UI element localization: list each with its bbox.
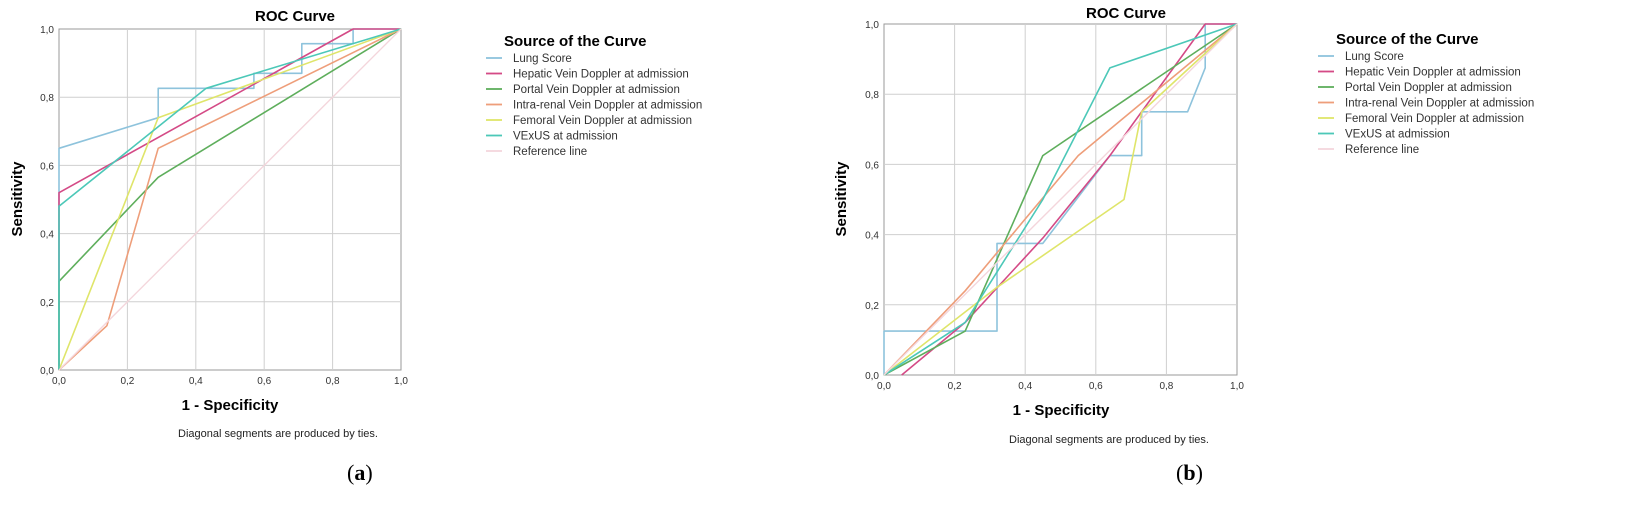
series-line-reference-line bbox=[883, 23, 1238, 376]
series-line-reference-line bbox=[58, 28, 402, 371]
series-line-vexus-at-admission bbox=[58, 28, 402, 370]
legend-item: Reference line bbox=[513, 146, 587, 158]
x-tick-label: 0,4 bbox=[189, 376, 203, 387]
y-tick-label: 0,2 bbox=[40, 298, 54, 309]
legend-item: Lung Score bbox=[1345, 51, 1404, 63]
x-tick-label: 1,0 bbox=[1230, 381, 1244, 392]
y-axis-label: Sensitivity bbox=[833, 161, 850, 237]
legend-item: Reference line bbox=[1345, 144, 1419, 156]
x-tick-label: 0,2 bbox=[948, 381, 962, 392]
y-tick-label: 0,0 bbox=[865, 371, 879, 382]
legend-item: Femoral Vein Doppler at admission bbox=[1345, 113, 1524, 125]
legend-item: Hepatic Vein Doppler at admission bbox=[513, 69, 689, 81]
footnote: Diagonal segments are produced by ties. bbox=[178, 428, 378, 440]
legend-item: Portal Vein Doppler at admission bbox=[513, 84, 680, 96]
y-tick-label: 0,8 bbox=[865, 90, 879, 101]
series-line-femoral-vein-doppler-at-admission bbox=[883, 23, 1238, 376]
legend-item: VExUS at admission bbox=[513, 131, 618, 143]
caption-b: (b) bbox=[1176, 460, 1203, 485]
series-line-hepatic-vein-doppler-at-admission bbox=[901, 23, 1237, 376]
legend-item: Intra-renal Vein Doppler at admission bbox=[513, 100, 702, 112]
footnote: Diagonal segments are produced by ties. bbox=[1009, 434, 1209, 446]
chart-title: ROC Curve bbox=[1086, 5, 1166, 22]
x-tick-label: 0,0 bbox=[52, 376, 66, 387]
y-tick-label: 0,4 bbox=[40, 230, 54, 241]
x-tick-label: 0,8 bbox=[1159, 381, 1173, 392]
y-tick-label: 0,0 bbox=[40, 366, 54, 377]
series-line-lung-score bbox=[883, 23, 1237, 375]
y-tick-label: 1,0 bbox=[40, 25, 54, 36]
x-tick-label: 0,2 bbox=[120, 376, 134, 387]
x-tick-label: 0,6 bbox=[1089, 381, 1103, 392]
y-tick-label: 0,2 bbox=[865, 301, 879, 312]
y-tick-label: 0,8 bbox=[40, 93, 54, 104]
panel-b: 0,0 0,2 0,4 0,6 0,8 1,0 0,0 0,2 0,4 0,6 0,8 1,0 ROC … bbox=[833, 0, 1650, 523]
series-line-intra-renal-vein-doppler-at-admission bbox=[883, 23, 1238, 376]
series-line-intra-renal-vein-doppler-at-admission bbox=[58, 28, 402, 371]
series-line-femoral-vein-doppler-at-admission bbox=[58, 28, 402, 371]
x-axis-label: 1 - Specificity bbox=[182, 397, 279, 414]
y-axis-label: Sensitivity bbox=[9, 161, 26, 237]
legend-item: Hepatic Vein Doppler at admission bbox=[1345, 67, 1521, 79]
roc-chart-b: 0,0 0,2 0,4 0,6 0,8 1,0 0,0 0,2 0,4 0,6 0,8 1,0 ROC … bbox=[833, 5, 1534, 446]
chart-title: ROC Curve bbox=[255, 8, 335, 25]
x-tick-label: 0,6 bbox=[257, 376, 271, 387]
x-tick-label: 0,4 bbox=[1018, 381, 1032, 392]
y-tick-label: 0,6 bbox=[865, 160, 879, 171]
roc-chart-a: 0,0 0,2 0,4 0,6 0,8 1,0 0,0 0,2 0,4 0,6 0,8 1,0 ROC … bbox=[9, 8, 702, 440]
legend-item: Lung Score bbox=[513, 53, 572, 65]
legend-item: Femoral Vein Doppler at admission bbox=[513, 115, 692, 127]
panel-a: 0,0 0,2 0,4 0,6 0,8 1,0 0,0 0,2 0,4 0,6 0,8 1,0 ROC … bbox=[9, 8, 702, 485]
y-tick-label: 0,4 bbox=[865, 231, 879, 242]
legend-item: Intra-renal Vein Doppler at admission bbox=[1345, 98, 1534, 110]
y-tick-label: 0,6 bbox=[40, 161, 54, 172]
x-tick-label: 0,8 bbox=[326, 376, 340, 387]
y-tick-label: 1,0 bbox=[865, 20, 879, 31]
x-tick-label: 0,0 bbox=[877, 381, 891, 392]
legend-item: VExUS at admission bbox=[1345, 129, 1450, 141]
x-tick-label: 1,0 bbox=[394, 376, 408, 387]
legend-title: Source of the Curve bbox=[504, 33, 647, 50]
caption-a: (a) bbox=[347, 460, 373, 485]
x-axis-label: 1 - Specificity bbox=[1013, 402, 1110, 419]
series-line-vexus-at-admission bbox=[883, 23, 1238, 376]
legend-title: Source of the Curve bbox=[1336, 31, 1479, 48]
legend-item: Portal Vein Doppler at admission bbox=[1345, 82, 1512, 94]
